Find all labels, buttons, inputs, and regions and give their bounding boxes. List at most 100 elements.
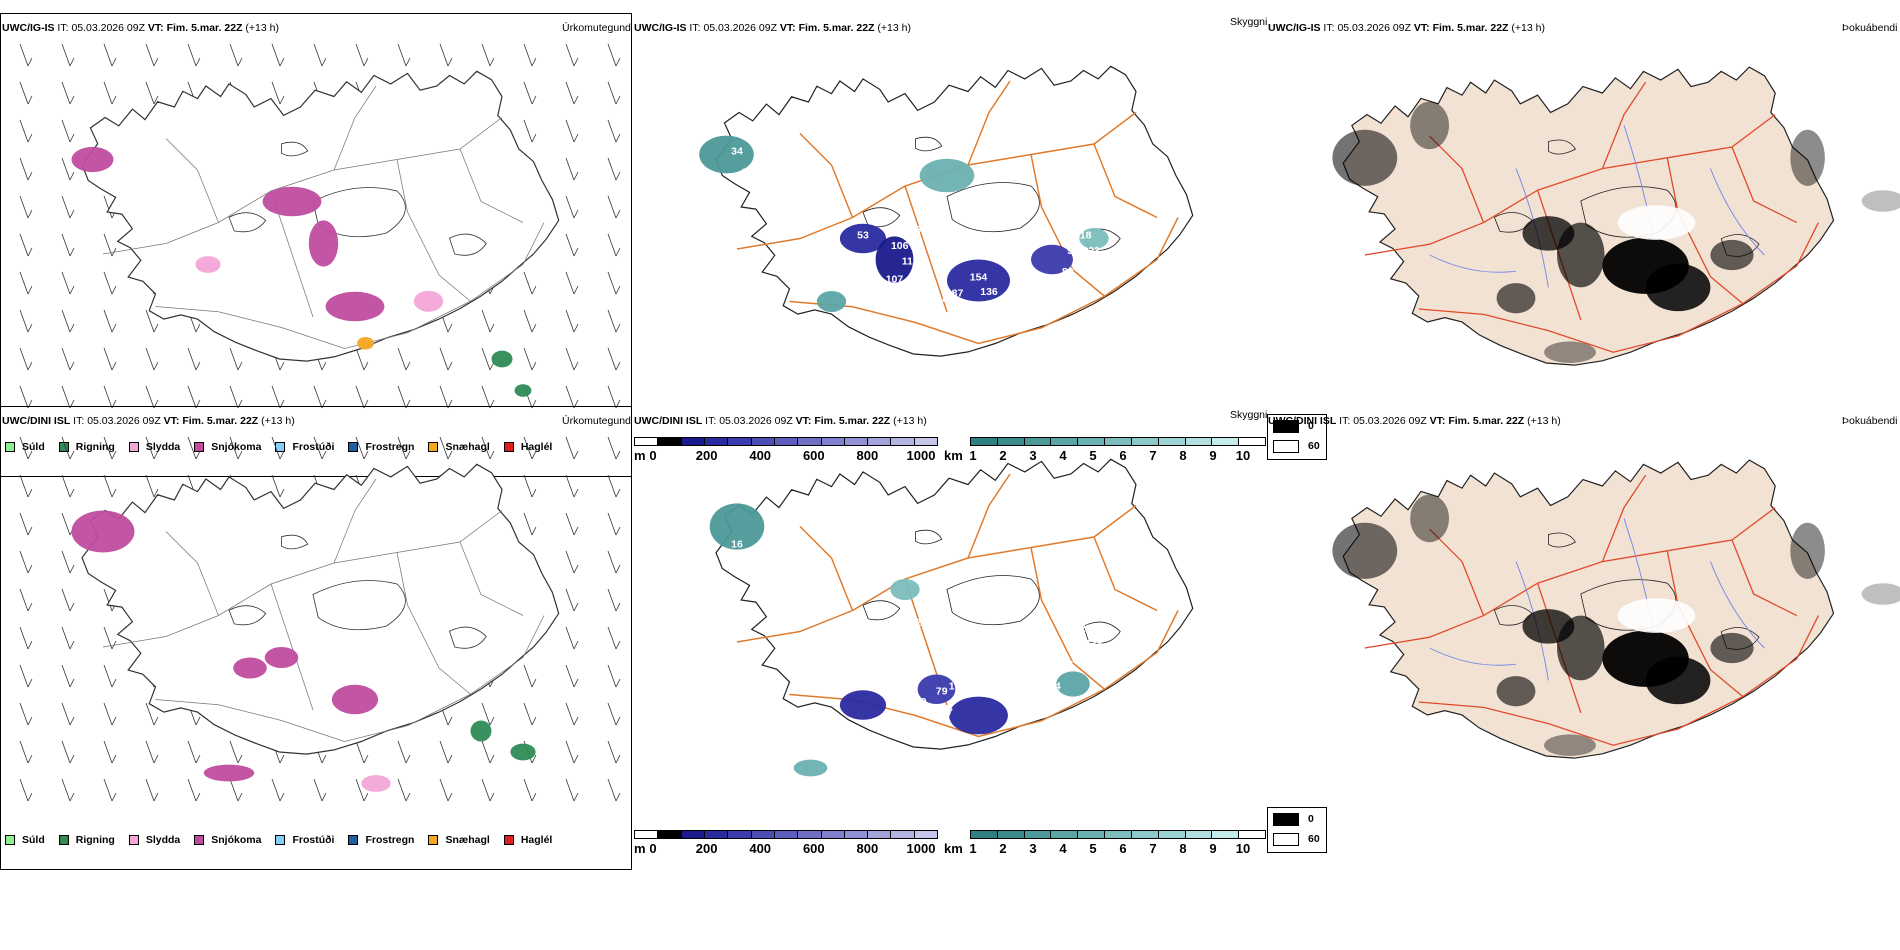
colorbar-bin bbox=[821, 831, 845, 838]
wind-barb bbox=[397, 778, 411, 802]
colorbar-bin bbox=[1131, 831, 1159, 838]
wind-barb bbox=[103, 309, 117, 333]
cloud-area bbox=[1056, 671, 1090, 697]
wind-barb bbox=[355, 740, 369, 764]
precip-area bbox=[233, 657, 267, 679]
road-line bbox=[459, 541, 524, 616]
fog-legend-label: 60 bbox=[1308, 440, 1320, 452]
iceland-map bbox=[71, 70, 560, 397]
glacier-outline bbox=[862, 600, 901, 621]
wind-barb bbox=[523, 81, 537, 105]
fog-area bbox=[1496, 676, 1536, 707]
cloud-area bbox=[947, 259, 1010, 302]
visibility-value: 92 bbox=[983, 679, 995, 691]
visibility-value: 89 bbox=[1062, 266, 1074, 278]
visibility-value: 154 bbox=[1043, 680, 1061, 692]
legend-swatch bbox=[428, 442, 439, 452]
precip-area bbox=[510, 743, 536, 761]
road-line bbox=[1030, 547, 1105, 690]
legend-item: Snæhagl bbox=[428, 834, 490, 846]
wind-barb bbox=[145, 740, 159, 764]
colorbar-bin bbox=[997, 438, 1025, 445]
wind-barb bbox=[607, 43, 621, 67]
wind-barb bbox=[523, 119, 537, 143]
lead-time: (+13 h) bbox=[245, 22, 279, 34]
glacier-outline bbox=[228, 212, 267, 233]
wind-barb bbox=[61, 271, 75, 295]
wind-barb bbox=[19, 271, 33, 295]
colorbar-bin bbox=[914, 831, 938, 838]
wind-barb bbox=[607, 626, 621, 650]
visibility-tick-label: 5 bbox=[1089, 448, 1097, 463]
wind-barb bbox=[19, 512, 33, 536]
fog-panel-title: Þokuábendi bbox=[1842, 415, 1898, 427]
road-line bbox=[1601, 474, 1647, 562]
iceland-coastline bbox=[1342, 459, 1835, 759]
iceland-map bbox=[1332, 66, 1900, 366]
precip-panel-header: UWC/DINI ISL IT: 05.03.2026 09Z VT: Fim.… bbox=[2, 415, 295, 427]
wind-barb bbox=[565, 233, 579, 257]
fog-legend-label: 60 bbox=[1308, 833, 1320, 845]
glacier-outline bbox=[312, 580, 406, 631]
colorbar-bin bbox=[798, 438, 822, 445]
wind-barb bbox=[229, 385, 243, 409]
wind-barb bbox=[145, 778, 159, 802]
wind-barb bbox=[271, 474, 285, 498]
wind-barb bbox=[187, 778, 201, 802]
wind-barb bbox=[565, 702, 579, 726]
valid-time: VT: Fim. 5.mar. 22Z bbox=[163, 415, 259, 427]
colorbar-bin bbox=[704, 831, 729, 838]
precip-area bbox=[71, 510, 135, 553]
valid-time: VT: Fim. 5.mar. 22Z bbox=[147, 22, 243, 34]
legend-swatch bbox=[194, 442, 205, 452]
wind-barb bbox=[481, 385, 495, 409]
visibility-value: 92 bbox=[1067, 245, 1079, 257]
wind-barb bbox=[271, 385, 285, 409]
wind-barb bbox=[187, 740, 201, 764]
model-name: UWC/IG-IS bbox=[1268, 22, 1321, 34]
fog-indicator-map bbox=[1332, 66, 1900, 366]
wind-barb bbox=[313, 436, 327, 460]
wind-barb bbox=[187, 347, 201, 371]
wind-barb bbox=[397, 740, 411, 764]
cloudbase-tick-label: 200 bbox=[695, 448, 718, 463]
wind-barb bbox=[481, 436, 495, 460]
glacier-outline bbox=[946, 182, 1040, 233]
cloudbase-tick-label: 0 bbox=[649, 841, 657, 856]
colorbar-bin bbox=[844, 438, 869, 445]
wind-barb bbox=[103, 271, 117, 295]
visibility-tick-label: 5 bbox=[1089, 841, 1097, 856]
visibility-value: 67 bbox=[1067, 638, 1079, 650]
river-line bbox=[1709, 168, 1765, 256]
legend-label: Slydda bbox=[145, 441, 181, 453]
colorbar-bin bbox=[1212, 831, 1240, 838]
legend-item: Súld bbox=[5, 834, 45, 846]
glacier-outline bbox=[946, 575, 1040, 626]
legend-swatch bbox=[5, 442, 15, 452]
visibility-value: 55 bbox=[920, 728, 932, 740]
visibility-tick-label: 6 bbox=[1119, 448, 1127, 463]
wind-barb bbox=[439, 347, 453, 371]
cloudbase-tick-label: 600 bbox=[802, 841, 825, 856]
fog-area bbox=[1332, 129, 1398, 186]
precip-area bbox=[331, 684, 379, 715]
fog-area bbox=[1790, 522, 1825, 579]
cloudbase-tick-label: 800 bbox=[856, 841, 879, 856]
wind-barb bbox=[481, 702, 495, 726]
wind-barb bbox=[355, 43, 369, 67]
cloud-area bbox=[917, 674, 956, 704]
iceland-coastline bbox=[81, 463, 560, 755]
glacier-outline bbox=[1083, 621, 1121, 644]
colorbar-bin bbox=[1078, 831, 1106, 838]
wind-barb bbox=[481, 778, 495, 802]
colorbar-bin bbox=[1185, 831, 1213, 838]
precip-panel-title: Úrkomutegund bbox=[562, 22, 631, 34]
visibility-value: 79 bbox=[936, 686, 948, 698]
visibility-tick-label: 6 bbox=[1119, 841, 1127, 856]
road-line bbox=[1666, 550, 1744, 698]
wind-barb bbox=[19, 702, 33, 726]
legend-label: Slydda bbox=[145, 834, 181, 846]
road-line bbox=[459, 148, 524, 223]
wind-barb bbox=[565, 778, 579, 802]
colorbar-bin bbox=[774, 831, 799, 838]
